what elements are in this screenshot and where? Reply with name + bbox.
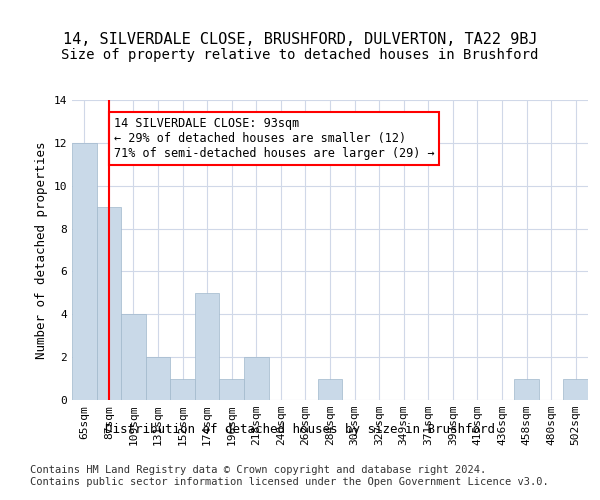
Bar <box>97 207 121 400</box>
Bar <box>146 357 170 400</box>
Text: Distribution of detached houses by size in Brushford: Distribution of detached houses by size … <box>105 422 495 436</box>
Text: Contains HM Land Registry data © Crown copyright and database right 2024.
Contai: Contains HM Land Registry data © Crown c… <box>30 465 549 486</box>
Bar <box>72 143 97 400</box>
Text: Size of property relative to detached houses in Brushford: Size of property relative to detached ho… <box>61 48 539 62</box>
Bar <box>563 378 588 400</box>
Text: 14, SILVERDALE CLOSE, BRUSHFORD, DULVERTON, TA22 9BJ: 14, SILVERDALE CLOSE, BRUSHFORD, DULVERT… <box>63 32 537 48</box>
Text: 14 SILVERDALE CLOSE: 93sqm
← 29% of detached houses are smaller (12)
71% of semi: 14 SILVERDALE CLOSE: 93sqm ← 29% of deta… <box>114 117 434 160</box>
Bar <box>220 378 244 400</box>
Bar <box>170 378 195 400</box>
Bar <box>195 293 220 400</box>
Bar <box>121 314 146 400</box>
Bar <box>318 378 342 400</box>
Y-axis label: Number of detached properties: Number of detached properties <box>35 141 48 359</box>
Bar <box>244 357 269 400</box>
Bar <box>514 378 539 400</box>
